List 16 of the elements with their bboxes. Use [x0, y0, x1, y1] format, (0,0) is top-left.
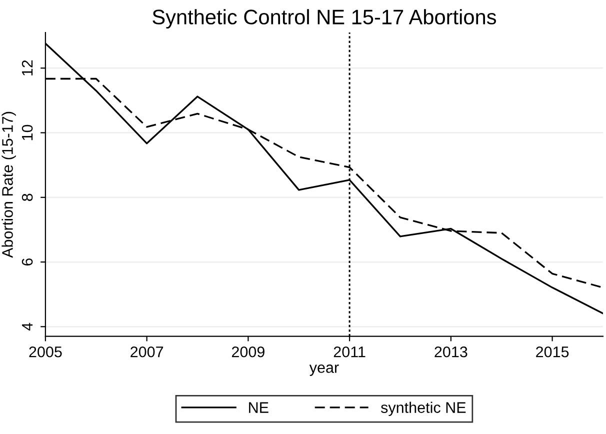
x-tick-label: 2011: [334, 346, 366, 358]
x-tick-label: 2007: [130, 346, 164, 358]
chart-title: Synthetic Control NE 15-17 Abortions: [152, 9, 496, 29]
y-tick-label: 10: [22, 124, 33, 140]
x-tick-label: 2013: [434, 346, 468, 358]
x-axis-title: year: [309, 364, 339, 376]
x-tick-label: 2009: [232, 346, 264, 358]
y-tick-label: 6: [22, 258, 33, 266]
y-axis-title: Abortion Rate (15-17): [2, 112, 16, 258]
legend-label: NE: [249, 402, 268, 413]
y-tick-label: 8: [22, 194, 33, 201]
x-tick-label: 2005: [29, 346, 62, 358]
y-tick-label: 12: [22, 60, 33, 76]
legend-label: synthetic NE: [380, 402, 466, 416]
y-tick-label: 4: [22, 322, 33, 331]
x-tick-label: 2015: [536, 346, 569, 358]
